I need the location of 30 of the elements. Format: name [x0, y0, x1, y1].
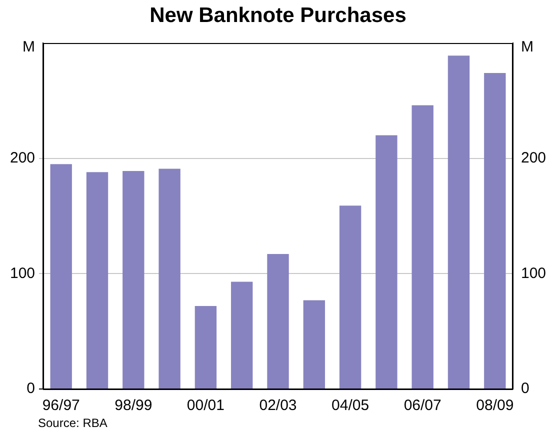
bar — [412, 105, 434, 388]
bar — [448, 56, 470, 388]
bar — [231, 282, 253, 388]
bar — [50, 164, 72, 388]
y-axis-title: M — [22, 38, 36, 56]
y2-tick-label: 100 — [520, 264, 546, 282]
bar — [86, 172, 108, 388]
x-tick-label: 96/97 — [42, 397, 80, 414]
x-tick-label: 02/03 — [259, 397, 297, 414]
y2-axis-title: M — [520, 38, 534, 56]
x-tick-label: 04/05 — [332, 397, 370, 414]
bar — [158, 168, 180, 388]
bar — [376, 135, 398, 388]
x-tick-label: 98/99 — [114, 397, 152, 414]
y-tick-label: 0 — [26, 380, 36, 398]
bar — [303, 300, 325, 388]
bar — [484, 72, 506, 388]
chart-title: New Banknote Purchases — [148, 4, 408, 28]
bar — [339, 206, 362, 388]
y-tick-label: 100 — [10, 264, 36, 282]
bar — [194, 306, 217, 388]
x-tick-label: 08/09 — [476, 397, 514, 414]
bar — [122, 171, 144, 388]
y-tick-label: 200 — [10, 149, 36, 166]
y2-tick-label: 0 — [520, 380, 530, 398]
x-tick-label: 00/01 — [186, 397, 224, 414]
source-note: Source: RBA — [38, 416, 108, 430]
y2-tick-label: 200 — [520, 149, 546, 166]
x-tick-label: 06/07 — [404, 397, 442, 414]
bar — [267, 254, 289, 388]
